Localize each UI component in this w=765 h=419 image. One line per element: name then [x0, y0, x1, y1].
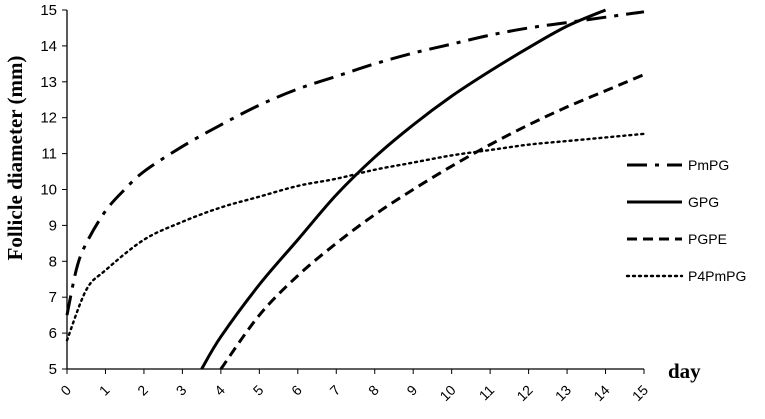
series-line-p4pmpg: [65, 132, 646, 342]
y-tick-label: 12: [40, 110, 57, 127]
series-line-gpg: [200, 8, 607, 370]
legend-label-gpg: GPG: [688, 194, 719, 210]
y-tick-label: 11: [41, 146, 57, 163]
x-tick-label: 5: [250, 382, 267, 399]
x-tick-label: 13: [552, 382, 574, 404]
x-tick-label: 1: [96, 382, 113, 399]
x-tick-label: 12: [513, 382, 535, 404]
x-tick-label: 6: [288, 382, 305, 399]
x-tick-label: 4: [211, 382, 228, 399]
y-tick-label: 7: [49, 289, 57, 306]
x-tick-label: 11: [476, 382, 498, 404]
x-tick-label: 8: [365, 382, 382, 399]
chart-legend: PmPG GPG PGPE P4PmPG: [625, 157, 746, 284]
y-tick-label: 13: [40, 74, 57, 91]
chart-series: [65, 8, 646, 370]
x-tick-label: 10: [436, 382, 458, 404]
y-tick-label: 6: [49, 325, 57, 342]
x-axis-title: day: [668, 359, 701, 383]
y-tick-label: 8: [49, 253, 57, 270]
y-tick-label: 9: [49, 217, 57, 234]
x-tick-label: 14: [590, 382, 612, 404]
legend-label-p4pmpg: P4PmPG: [688, 268, 746, 284]
x-tick-label: 0: [57, 382, 74, 399]
y-tick-label: 5: [49, 361, 57, 378]
legend-label-pmpg: PmPG: [688, 157, 729, 173]
series-line-pgpe: [219, 73, 645, 370]
x-tick-label: 2: [134, 382, 151, 399]
x-tick-label: 7: [327, 382, 344, 399]
y-tick-label: 14: [40, 38, 57, 55]
y-axis-title: Follicle diameter (mm): [3, 56, 27, 261]
legend-label-pgpe: PGPE: [688, 231, 727, 247]
y-tick-label: 10: [40, 182, 57, 199]
y-tick-label: 15: [40, 2, 57, 19]
series-line-pmpg: [65, 10, 645, 316]
x-tick-label: 15: [629, 382, 651, 404]
x-tick-label: 3: [173, 382, 190, 399]
x-tick-label: 9: [403, 382, 420, 399]
